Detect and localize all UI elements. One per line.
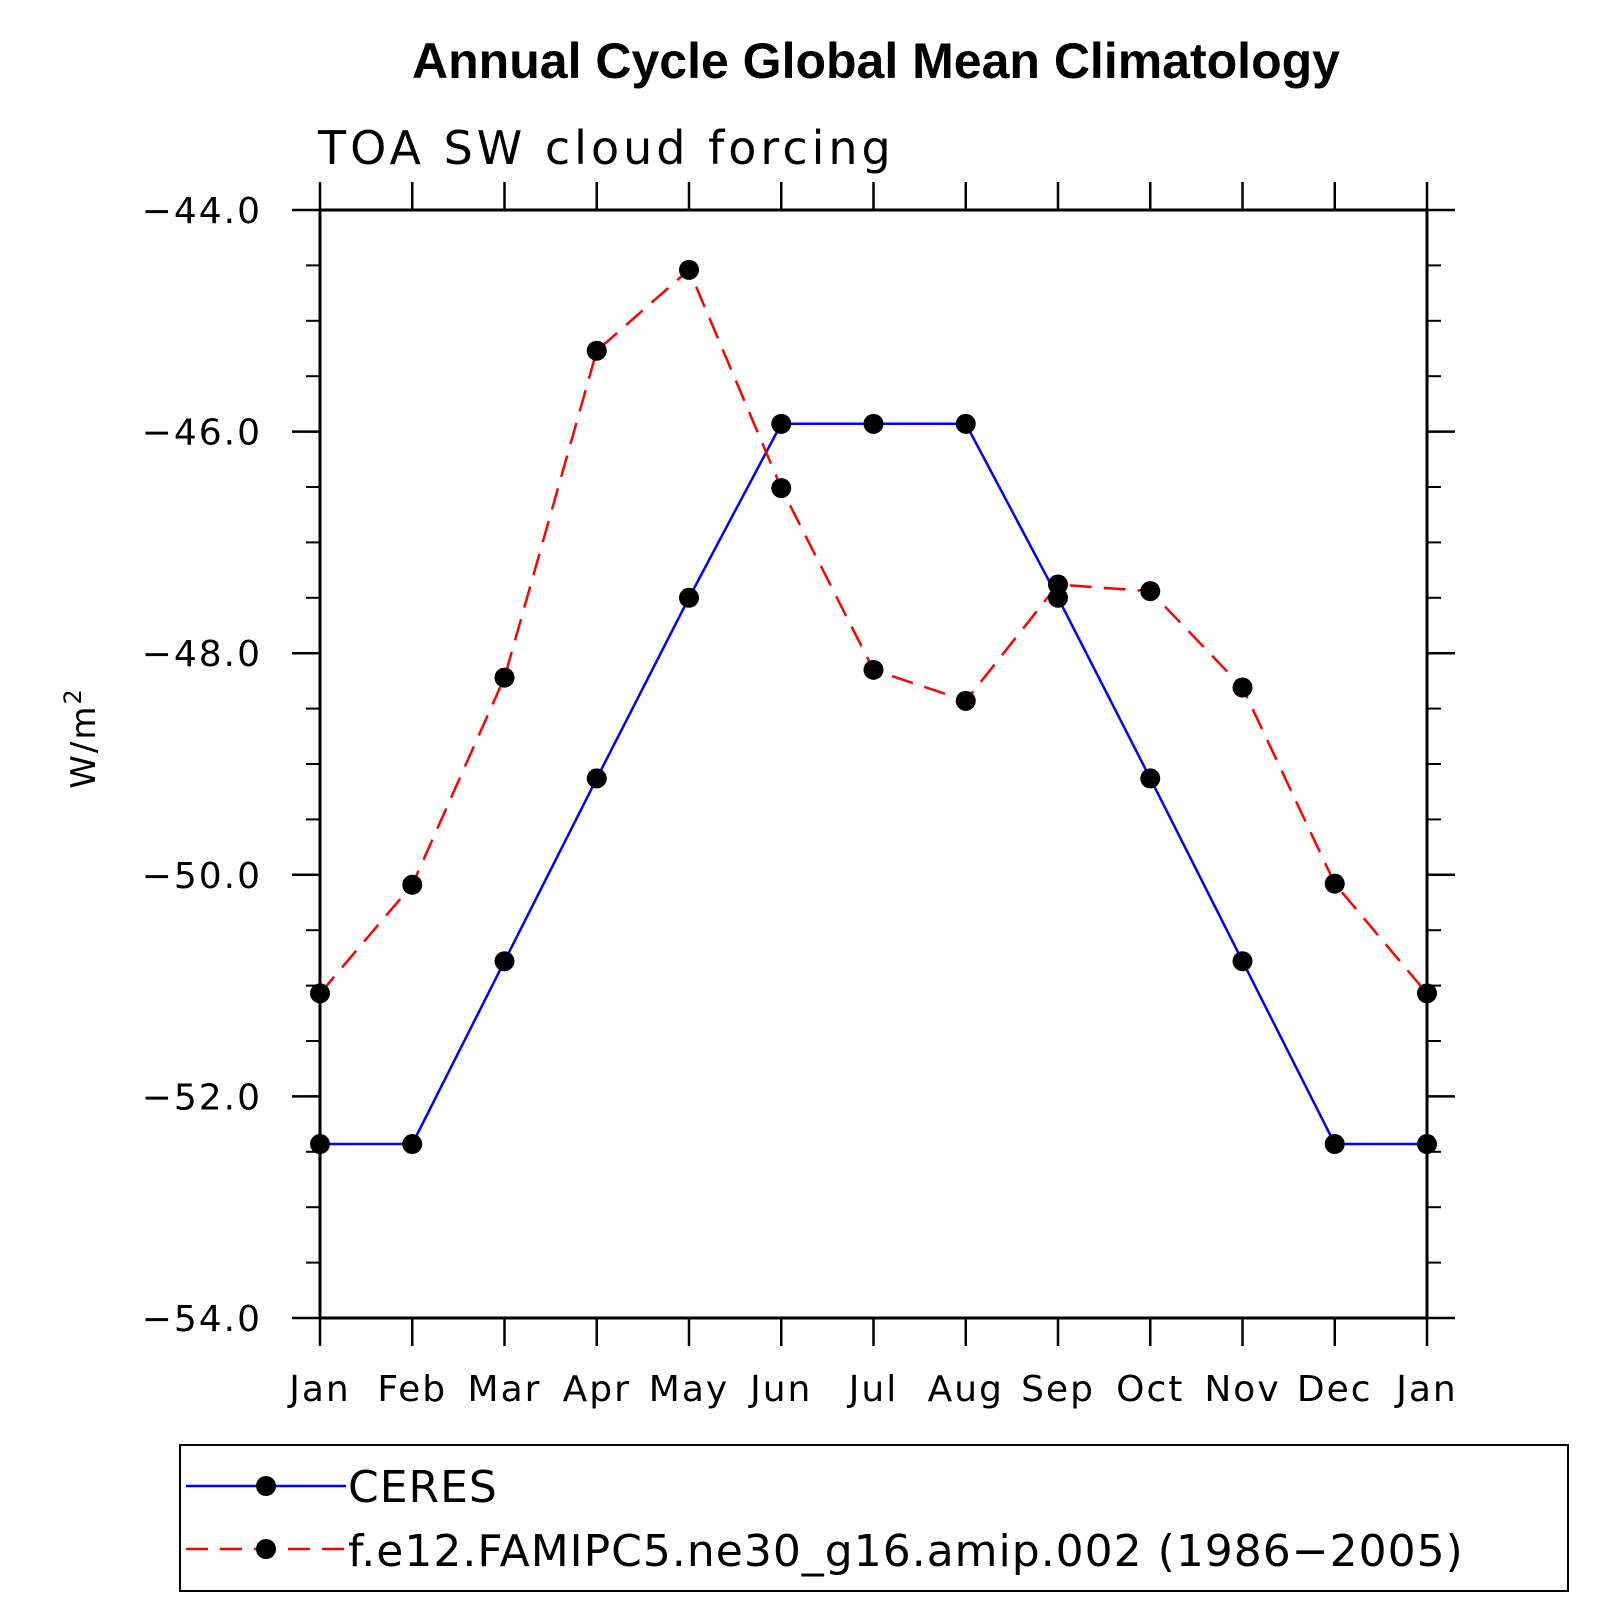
y-axis-label: W/m2	[59, 687, 104, 788]
series-1-point	[1417, 983, 1437, 1004]
x-tick-label: Aug	[928, 1369, 1004, 1410]
legend: CERES f.e12.FAMIPC5.ne30_g16.amip.002 (1…	[179, 1444, 1569, 1592]
x-tick-label: Jun	[748, 1369, 812, 1410]
x-tick-label: May	[649, 1369, 729, 1410]
y-tick-label: −50.0	[142, 856, 262, 897]
series-1-point	[494, 667, 515, 688]
chart-title: Annual Cycle Global Mean Climatology	[412, 33, 1340, 89]
series-0-point	[1232, 951, 1253, 972]
x-tick-label: Jul	[847, 1369, 898, 1410]
series-0-point	[494, 951, 515, 972]
y-tick-label: −44.0	[142, 191, 262, 232]
series-1-point	[586, 340, 607, 361]
legend-marker-ceres	[256, 1476, 276, 1496]
x-tick-label: Sep	[1021, 1369, 1095, 1410]
legend-marker-model	[256, 1539, 276, 1559]
series-0-point	[1324, 1134, 1345, 1155]
series-1-point	[1324, 873, 1345, 894]
x-tick-label: Feb	[377, 1369, 447, 1410]
series-layer	[310, 259, 1437, 1155]
y-tick-label: −54.0	[142, 1299, 262, 1340]
x-tick-label: Jan	[1394, 1369, 1458, 1410]
series-1-point	[1048, 574, 1068, 595]
series-0-point	[1417, 1134, 1437, 1155]
series-1-point	[679, 259, 699, 280]
y-tick-labels: −54.0 −52.0 −50.0 −48.0 −46.0 −44.0	[142, 191, 262, 1340]
series-1-point	[402, 874, 423, 895]
y-axis-label-unit: W/m	[64, 705, 104, 789]
x-tick-label: Jan	[287, 1369, 351, 1410]
series-0-point	[402, 1134, 423, 1155]
legend-label-model: f.e12.FAMIPC5.ne30_g16.amip.002 (1986−20…	[348, 1526, 1464, 1577]
x-tick-label: Dec	[1297, 1369, 1373, 1410]
series-0-point	[955, 413, 976, 434]
y-axis-label-superscript: 2	[59, 687, 87, 704]
x-tick-label: Apr	[563, 1369, 631, 1410]
series-1-point	[1140, 581, 1161, 602]
series-1-point	[310, 983, 330, 1004]
series-0-point	[1140, 768, 1161, 789]
plot-frame	[318, 208, 1429, 1320]
x-tick-label: Oct	[1116, 1369, 1184, 1410]
y-tick-label: −46.0	[142, 413, 262, 454]
series-0-point	[771, 413, 792, 434]
y-tick-label: −48.0	[142, 634, 262, 675]
series-1-point	[771, 478, 792, 499]
x-tick-label: Nov	[1204, 1369, 1280, 1410]
series-0-point	[586, 768, 607, 789]
legend-label-ceres: CERES	[348, 1462, 498, 1513]
series-line-0	[320, 422, 1427, 1146]
minor-ticks	[306, 209, 1441, 1319]
series-0-point	[679, 587, 699, 608]
chart-subtitle: TOA SW cloud forcing	[317, 121, 895, 175]
legend-box	[179, 1444, 1569, 1592]
series-0-point	[863, 413, 884, 434]
x-tick-label: Mar	[468, 1369, 542, 1410]
series-1-point	[863, 659, 884, 680]
series-1-point	[1232, 677, 1253, 698]
series-1-point	[955, 690, 976, 711]
series-0-point	[310, 1134, 330, 1155]
y-tick-label: −52.0	[142, 1077, 262, 1118]
x-tick-labels: Jan Feb Mar Apr May Jun Jul Aug Sep Oct Nov Dec Jan	[287, 1369, 1458, 1410]
series-line-1	[319, 267, 1428, 995]
major-ticks	[292, 182, 1455, 1346]
